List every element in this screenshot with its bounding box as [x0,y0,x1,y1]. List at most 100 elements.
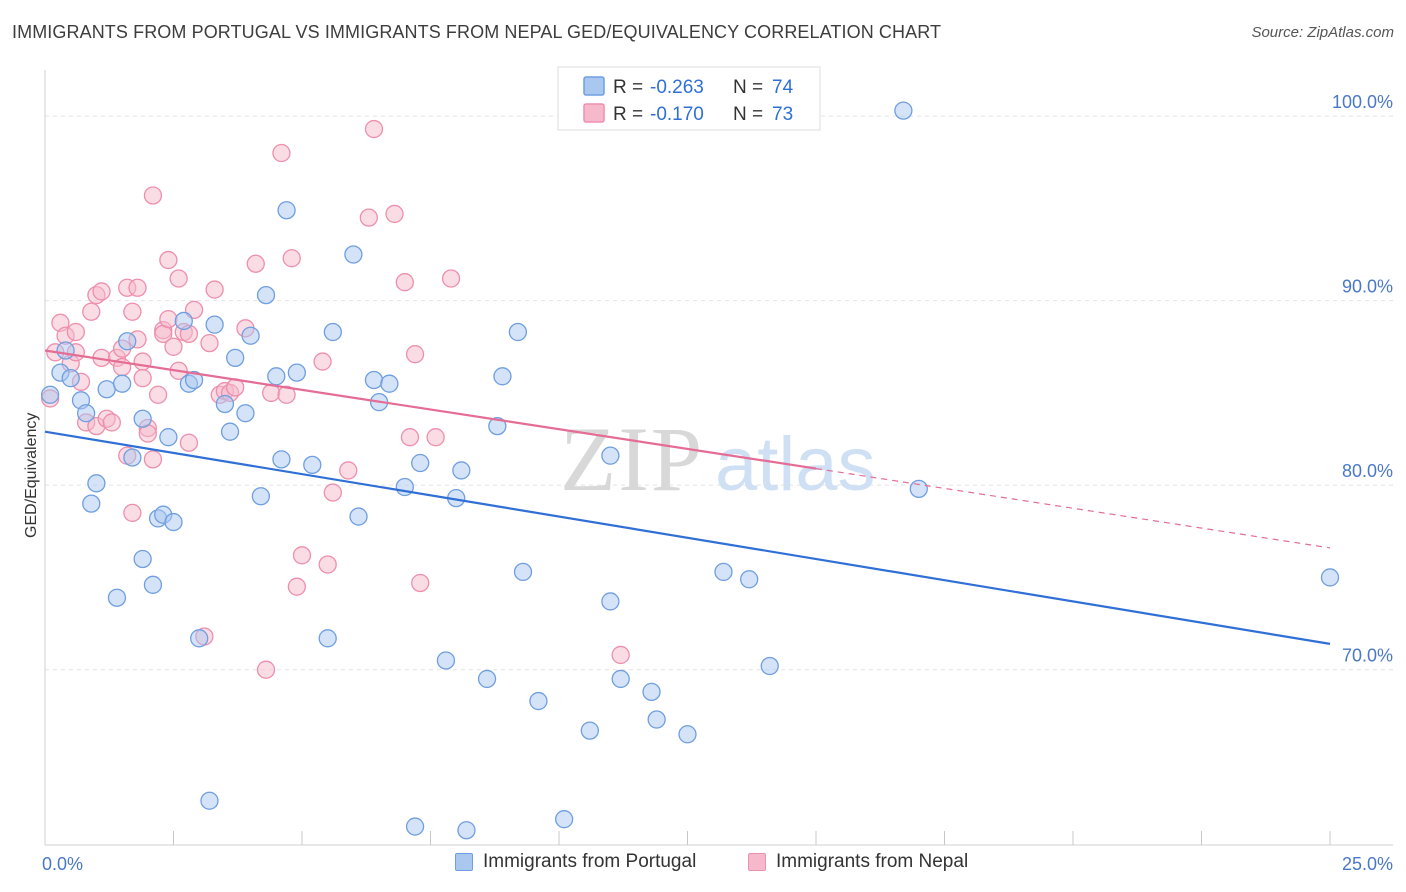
portugal-point [1320,568,1340,587]
nepal-point [169,269,188,288]
nepal-point [318,555,337,574]
nepal-point [123,302,142,321]
nepal-point [611,645,630,665]
grid-lines [45,115,1393,671]
portugal-point [323,322,342,342]
legend-r-value-1: -0.263 [650,77,704,98]
portugal-point [87,474,106,493]
portugal-point [909,479,928,499]
nepal-point [66,322,85,342]
chart-title: IMMIGRANTS FROM PORTUGAL VS IMMIGRANTS F… [12,22,942,42]
nepal-point [441,269,461,288]
nepal-point [359,208,378,227]
portugal-point [493,367,512,386]
portugal-point [488,416,507,436]
nepal-trend-line [44,349,817,470]
portugal-point [287,363,307,382]
portugal-point [678,725,697,744]
y-tick-label: 80.0% [1342,461,1393,481]
nepal-point [143,186,163,205]
nepal-point [277,385,296,404]
nepal-point [159,250,178,270]
nepal-point [411,573,430,593]
portugal-point [364,370,384,390]
legend-swatch-blue [583,76,605,96]
portugal-point [76,404,96,423]
portugal-point [380,374,399,393]
nepal-point [102,413,121,432]
series-nepal-points [40,119,630,679]
portugal-point [611,669,630,689]
bottom-legend: Immigrants from Portugal Immigrants from… [0,851,1406,879]
portugal-point [220,422,240,441]
y-tick-label: 100.0% [1332,92,1393,112]
portugal-point [405,817,425,836]
portugal-point [82,494,101,513]
nepal-point [400,428,420,447]
legend-box: R = -0.263 N = 74 R = -0.170 N = 73 [557,66,821,131]
portugal-point [97,380,116,399]
nepal-point [323,483,342,502]
nepal-point [200,333,219,353]
portugal-point [303,455,322,475]
nepal-point [82,302,101,321]
svg-text:ZIP: ZIP [560,408,704,510]
bottom-legend-label-nepal: Immigrants from Nepal [776,851,969,872]
portugal-point [554,810,574,829]
portugal-point [190,629,209,648]
nepal-point [133,352,152,371]
y-tick-label: 90.0% [1342,277,1393,297]
portugal-point [647,710,666,729]
portugal-point [714,562,733,582]
x-tick-label-min: 0.0% [42,854,83,874]
portugal-point [56,341,75,360]
nepal-point [133,369,152,388]
portugal-point [411,453,430,473]
portugal-point [256,285,276,305]
portugal-point [200,791,219,810]
portugal-point [529,691,548,711]
portugal-point [601,592,620,611]
legend-r-value-2: -0.170 [650,104,704,125]
portugal-point [452,461,471,480]
x-tick-labels: 0.0% 25.0% [42,854,1393,874]
portugal-point [580,721,599,740]
legend-r-label-2: R = [613,104,643,125]
portugal-point [272,450,291,469]
nepal-point [246,254,265,273]
nepal-point [128,278,147,297]
portugal-point [894,101,913,120]
legend-n-value-2: 73 [772,104,793,125]
portugal-point [760,656,779,676]
portugal-point [513,562,533,582]
portugal-point [118,332,137,351]
y-axis-title: GED/Equivalency [23,413,40,538]
nepal-point [385,204,404,224]
portugal-point [251,487,271,506]
legend-n-label-2: N = [733,104,763,125]
portugal-point [318,629,337,648]
portugal-point [477,669,497,689]
portugal-point [205,315,224,334]
portugal-point [277,201,296,220]
portugal-point [349,507,368,526]
portugal-point [184,370,204,390]
legend-swatch-portugal [455,853,473,871]
bottom-legend-label-portugal: Immigrants from Portugal [483,851,697,872]
portugal-point [112,374,132,393]
portugal-point [740,570,759,589]
nepal-point [179,433,199,452]
portugal-point [40,385,60,404]
nepal-point [272,143,291,163]
trend-lines [44,349,1331,645]
nepal-trend-line-extension [815,467,1331,549]
portugal-point [241,326,260,345]
portugal-point [123,448,142,467]
portugal-point [159,428,178,447]
nepal-point [143,450,163,469]
series-portugal-points [40,99,1340,840]
portugal-point [61,369,80,388]
portugal-point [107,588,127,607]
nepal-point [287,577,307,596]
portugal-trend-line [44,430,1331,645]
